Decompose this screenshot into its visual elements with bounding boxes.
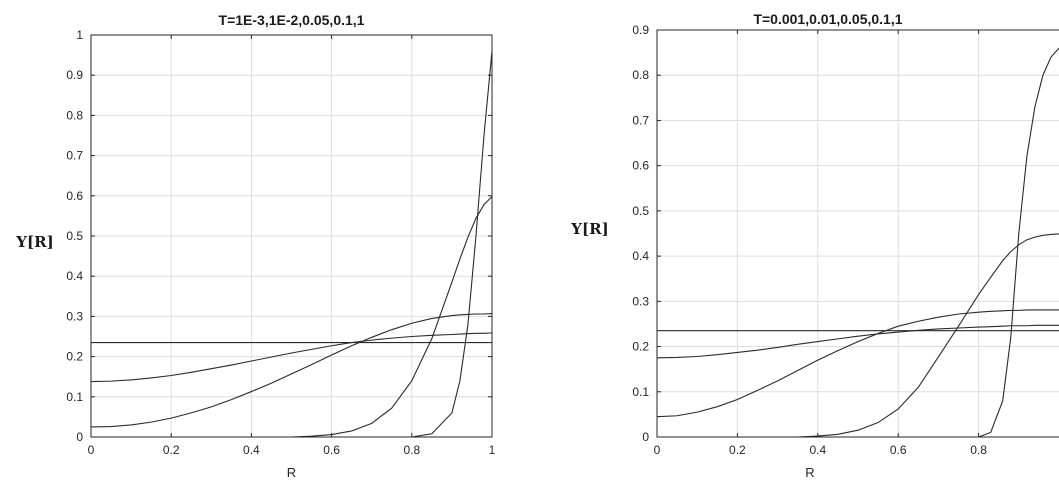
y-tick-label: 0.4 (66, 269, 83, 283)
y-axis-label-part: ] (47, 233, 54, 251)
x-axis-label: R (805, 465, 814, 480)
y-axis-label-part: R (34, 233, 47, 251)
x-tick-label: 0 (654, 443, 661, 457)
y-tick-label: 1 (76, 28, 83, 42)
y-tick-label: 0.4 (632, 249, 649, 263)
y-tick-label: 0.7 (632, 113, 649, 127)
y-axis-label: Y[R] (570, 220, 608, 238)
y-tick-label: 0.6 (632, 159, 649, 173)
x-tick-label: 0.2 (729, 443, 746, 457)
series-line-5 (657, 47, 1059, 437)
y-tick-label: 0 (642, 430, 649, 444)
x-tick-label: 1 (489, 443, 496, 457)
y-axis-label-part: Y[ (15, 233, 34, 251)
y-tick-label: 0.5 (632, 204, 649, 218)
y-tick-label: 0.8 (632, 68, 649, 82)
series-line-5 (91, 51, 492, 437)
y-tick-label: 0.3 (632, 294, 649, 308)
y-tick-label: 0.9 (632, 23, 649, 37)
left-chart-panel: 0 0.2 0.4 0.6 0.8 1 0 0.1 0.2 0.3 0.4 0.5 0.6 0.7 0.8 0… (15, 12, 495, 480)
series-line-2 (91, 332, 492, 383)
y-tick-label: 0.7 (66, 149, 83, 163)
series-line-3 (657, 309, 1059, 418)
y-axis-label-part: R (589, 220, 602, 238)
y-tick-label: 0.3 (66, 309, 83, 323)
x-tick-label: 0.8 (970, 443, 987, 457)
x-tick-label: 0.2 (163, 443, 180, 457)
series-line-2 (657, 324, 1059, 359)
y-tick-label: 0.2 (66, 350, 83, 364)
chart-title: T=1E-3,1E-2,0.05,0.1,1 (219, 12, 365, 28)
right-chart-panel: 0 0.2 0.4 0.6 0.8 0 0.1 0.2 0.3 0.4 0.5 0.6 0.7 0.8 0.… (570, 11, 1059, 480)
y-tick-label: 0.9 (66, 68, 83, 82)
x-tick-label: 0.4 (243, 443, 260, 457)
y-axis-label: Y[R] (15, 233, 53, 251)
x-tick-label: 0.8 (403, 443, 420, 457)
series-line-4 (657, 233, 1059, 437)
chart-title: T=0.001,0.01,0.05,0.1,1 (753, 11, 902, 27)
series-line-4 (91, 196, 492, 437)
y-tick-label: 0 (76, 430, 83, 444)
plot-frame (656, 29, 1059, 438)
y-tick-label: 0.6 (66, 189, 83, 203)
y-tick-label: 0.8 (66, 108, 83, 122)
x-tick-label: 0.6 (890, 443, 907, 457)
y-tick-label: 0.1 (66, 390, 83, 404)
x-tick-label: 0 (88, 443, 95, 457)
y-axis-label-part: ] (602, 220, 609, 238)
y-tick-label: 0.5 (66, 229, 83, 243)
x-tick-label: 0.4 (809, 443, 826, 457)
y-tick-label: 0.1 (632, 385, 649, 399)
series-line-3 (91, 313, 492, 428)
y-axis-label-part: Y[ (570, 220, 589, 238)
x-axis-label: R (287, 465, 296, 480)
y-tick-label: 0.2 (632, 340, 649, 354)
x-tick-label: 0.6 (323, 443, 340, 457)
